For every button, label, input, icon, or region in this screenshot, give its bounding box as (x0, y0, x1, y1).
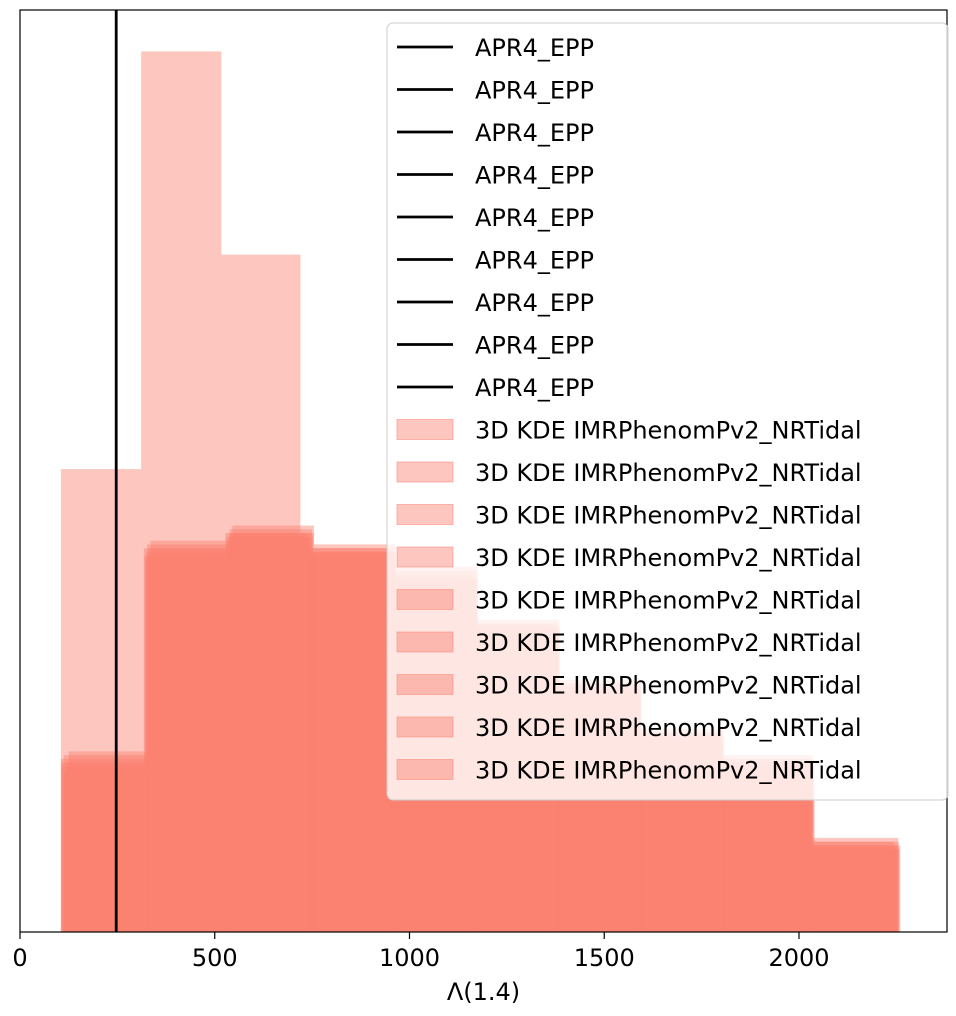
legend: APR4_EPP APR4_EPP APR4_EPP APR4_EPP APR4_EPP… (386, 22, 949, 801)
x-tick-label: 1000 (379, 944, 440, 972)
histogram-bar (309, 551, 392, 932)
histogram-bar (144, 555, 227, 932)
legend-entry: 3D KDE IMRPhenomPv2_NRTidal (396, 417, 862, 445)
histogram-bar (228, 533, 312, 932)
legend-label: APR4_EPP (475, 204, 594, 232)
legend-label: 3D KDE IMRPhenomPv2_NRTidal (475, 587, 862, 615)
histogram-bar (143, 548, 226, 932)
legend-label: 3D KDE IMRPhenomPv2_NRTidal (475, 502, 862, 530)
histogram-bar (60, 762, 144, 932)
histogram-bar (229, 529, 313, 932)
histogram-bar (314, 544, 396, 932)
histogram-bar (813, 841, 899, 932)
histogram-bar (312, 548, 395, 932)
legend-entry: APR4_EPP (397, 162, 594, 190)
legend-label: APR4_EPP (475, 374, 594, 402)
histogram-bar (232, 525, 315, 932)
legend-label: 3D KDE IMRPhenomPv2_NRTidal (475, 672, 862, 700)
legend-label: APR4_EPP (475, 162, 594, 190)
histogram-bar (68, 751, 151, 932)
histogram-bar (813, 849, 900, 932)
legend-label: 3D KDE IMRPhenomPv2_NRTidal (475, 459, 862, 487)
legend-entry: APR4_EPP (397, 289, 594, 317)
legend-entry: APR4_EPP (397, 77, 594, 105)
histogram-bar (150, 540, 233, 932)
legend-entry: APR4_EPP (397, 34, 594, 62)
legend-label: APR4_EPP (475, 119, 594, 147)
histogram-bar (60, 469, 142, 932)
histogram-bar (225, 533, 308, 932)
histogram-bar (313, 551, 397, 932)
x-tick-label: 0 (12, 944, 27, 972)
histogram-bar (814, 845, 901, 932)
legend-label: APR4_EPP (475, 332, 594, 360)
legend-label: 3D KDE IMRPhenomPv2_NRTidal (475, 757, 862, 785)
histogram-bar (62, 773, 145, 932)
histogram-bar (147, 555, 231, 932)
legend-label: APR4_EPP (475, 77, 594, 105)
legend-entry: APR4_EPP (397, 247, 594, 275)
histogram-bar (230, 536, 313, 932)
legend-patch-swatch (396, 419, 454, 440)
legend-label: APR4_EPP (475, 289, 594, 317)
legend-patch-swatch (396, 716, 454, 738)
legend-entry: 3D KDE IMRPhenomPv2_NRTidal (396, 672, 862, 700)
x-axis-ticks: 0 500 1000 1500 2000 (12, 932, 830, 972)
legend-entry: 3D KDE IMRPhenomPv2_NRTidal (396, 502, 862, 530)
histogram-series (60, 51, 301, 932)
legend-label: 3D KDE IMRPhenomPv2_NRTidal (475, 714, 862, 742)
histogram-bar (221, 254, 301, 932)
legend-entry: 3D KDE IMRPhenomPv2_NRTidal (396, 544, 862, 572)
legend-entry: APR4_EPP (397, 119, 594, 147)
histogram-bar (310, 555, 394, 932)
histogram-bar (146, 544, 230, 932)
legend-entry: 3D KDE IMRPhenomPv2_NRTidal (396, 587, 862, 615)
legend-entry: APR4_EPP (397, 204, 594, 232)
legend-label: APR4_EPP (475, 247, 594, 275)
histogram-bar (311, 551, 394, 932)
histogram-bar (146, 551, 229, 932)
legend-entry: APR4_EPP (397, 374, 594, 402)
histogram-bar (231, 533, 314, 932)
legend-label: APR4_EPP (475, 34, 594, 62)
x-axis-label: Λ(1.4) (447, 978, 520, 1006)
x-tick-label: 1500 (574, 944, 635, 972)
histogram-bar (312, 555, 396, 932)
histogram-bar (812, 837, 899, 932)
legend-label: 3D KDE IMRPhenomPv2_NRTidal (475, 544, 862, 572)
legend-patch-swatch (396, 674, 454, 695)
legend-patch-swatch (396, 546, 454, 568)
histogram-bar (145, 559, 228, 932)
histogram-bar (62, 766, 147, 932)
histogram-bar (60, 758, 146, 932)
histogram-bar (65, 762, 149, 932)
legend-patch-swatch (396, 461, 454, 483)
x-tick-label: 500 (192, 944, 238, 972)
histogram-bar (226, 536, 310, 932)
legend-label: 3D KDE IMRPhenomPv2_NRTidal (475, 629, 862, 657)
legend-entry: 3D KDE IMRPhenomPv2_NRTidal (396, 714, 862, 742)
histogram-bar (811, 849, 898, 932)
legend-entry: 3D KDE IMRPhenomPv2_NRTidal (396, 757, 862, 785)
legend-patch-swatch (396, 589, 454, 610)
legend-box (386, 22, 949, 801)
legend-entry: 3D KDE IMRPhenomPv2_NRTidal (396, 629, 862, 657)
histogram-bar (141, 51, 222, 932)
legend-patch-swatch (396, 504, 454, 525)
legend-entry: APR4_EPP (397, 332, 594, 360)
histogram-bar (808, 841, 895, 932)
legend-patch-swatch (396, 631, 454, 653)
histogram-bar (810, 845, 897, 932)
legend-patch-swatch (396, 759, 454, 780)
histogram-bar (812, 845, 898, 932)
histogram-bar (63, 755, 147, 932)
legend-entry: 3D KDE IMRPhenomPv2_NRTidal (396, 459, 862, 487)
histogram-bar (227, 540, 311, 932)
histogram-bar (148, 548, 232, 932)
histogram-bar (64, 770, 148, 932)
x-tick-label: 2000 (768, 944, 829, 972)
legend-label: 3D KDE IMRPhenomPv2_NRTidal (475, 417, 862, 445)
histogram-bar (307, 548, 391, 932)
